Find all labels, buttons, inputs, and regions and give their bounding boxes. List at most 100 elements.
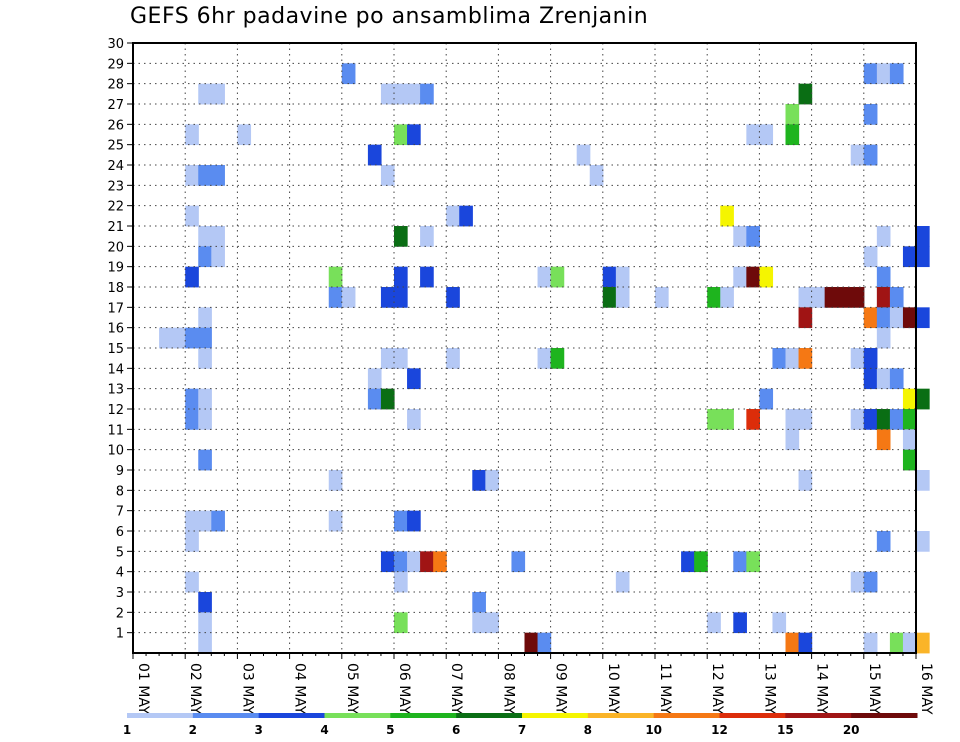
y-tick-label: 4 — [116, 566, 124, 581]
heatmap-cell — [198, 409, 212, 430]
heatmap-cell — [407, 551, 421, 573]
heatmap-cell — [602, 266, 617, 288]
y-tick-label: 11 — [107, 423, 124, 438]
heatmap-cell — [902, 388, 917, 410]
heatmap-cell — [380, 348, 395, 369]
heatmap-cell — [798, 409, 813, 430]
legend-swatch — [851, 713, 918, 718]
heatmap-cell — [902, 409, 917, 430]
heatmap-cell — [746, 124, 760, 146]
heatmap-cell — [407, 368, 421, 390]
x-tick-label: 11 MAY — [657, 663, 673, 715]
heatmap-cell — [746, 551, 760, 573]
legend-label: 15 — [777, 723, 794, 737]
heatmap-cell — [211, 510, 225, 532]
y-tick-label: 15 — [107, 342, 124, 357]
y-tick-label: 26 — [107, 118, 124, 133]
heatmap-cell — [720, 205, 734, 227]
heatmap-cell — [889, 368, 904, 390]
legend-swatch — [127, 713, 194, 718]
heatmap-cell — [798, 307, 813, 329]
legend-label: 10 — [645, 723, 662, 737]
heatmap-cell — [485, 612, 499, 634]
heatmap-cell — [420, 551, 434, 573]
heatmap-cell — [485, 470, 499, 491]
heatmap-cell — [615, 287, 630, 308]
heatmap-cell — [902, 307, 917, 329]
heatmap-cell — [811, 287, 826, 308]
heatmap-cell — [394, 612, 408, 634]
heatmap-cell — [707, 612, 721, 634]
y-tick-label: 5 — [116, 545, 124, 560]
heatmap-cell — [537, 632, 552, 654]
legend-label: 4 — [320, 723, 328, 737]
heatmap-cell — [198, 632, 212, 654]
heatmap-cell — [916, 388, 930, 410]
cell-layer — [159, 63, 930, 654]
x-tick-label: 07 MAY — [448, 663, 464, 715]
heatmap-cell — [380, 83, 395, 105]
heatmap-cell — [185, 531, 199, 552]
y-tick-label: 3 — [116, 586, 124, 601]
heatmap-cell — [863, 104, 878, 125]
y-tick-label: 6 — [116, 525, 124, 540]
heatmap-cell — [785, 348, 800, 369]
heatmap-cell — [407, 409, 421, 430]
heatmap-cell — [733, 612, 747, 634]
heatmap-cell — [380, 388, 395, 410]
heatmap-cell — [328, 470, 343, 491]
heatmap-cell — [889, 409, 904, 430]
heatmap-cell — [394, 287, 408, 308]
heatmap-cell — [367, 144, 382, 166]
y-tick-label: 28 — [107, 78, 124, 93]
heatmap-cell — [367, 368, 382, 390]
legend-swatch — [390, 713, 457, 718]
heatmap-cell — [602, 287, 617, 308]
heatmap-cell — [850, 571, 865, 593]
heatmap-cell — [863, 571, 878, 593]
heatmap-cell — [198, 226, 212, 247]
heatmap-cell — [446, 348, 460, 369]
heatmap-cell — [889, 307, 904, 329]
heatmap-cell — [472, 592, 486, 613]
y-tick-label: 24 — [107, 159, 124, 174]
heatmap-cell — [785, 104, 800, 125]
heatmap-cell — [185, 327, 199, 349]
heatmap-cell — [185, 124, 199, 146]
heatmap-cell — [550, 348, 565, 369]
heatmap-cell — [837, 287, 852, 308]
heatmap-cell — [798, 83, 813, 105]
heatmap-cell — [394, 226, 408, 247]
heatmap-cell — [380, 287, 395, 308]
y-tick-label: 29 — [107, 57, 124, 72]
heatmap-cell — [876, 429, 891, 451]
heatmap-cell — [863, 632, 878, 654]
x-tick-label: 04 MAY — [292, 663, 308, 715]
heatmap-cell — [394, 571, 408, 593]
y-tick-label: 16 — [107, 322, 124, 337]
heatmap-cell — [902, 429, 917, 451]
heatmap-cell — [589, 165, 604, 186]
heatmap-cell — [746, 266, 760, 288]
heatmap-cell — [394, 124, 408, 146]
heatmap-cell — [876, 531, 891, 552]
heatmap-cell — [459, 205, 473, 227]
y-axis: 1234567891011121314151617181920212223242… — [107, 37, 133, 642]
heatmap-cell — [681, 551, 695, 573]
heatmap-cell — [185, 510, 199, 532]
heatmap-cell — [328, 287, 343, 308]
y-tick-label: 25 — [107, 139, 124, 154]
heatmap-cell — [198, 449, 212, 471]
heatmap-cell — [472, 470, 486, 491]
heatmap-cell — [185, 165, 199, 186]
heatmap-cell — [889, 63, 904, 85]
heatmap-cell — [850, 144, 865, 166]
y-tick-label: 23 — [107, 179, 124, 194]
legend-label: 3 — [254, 723, 262, 737]
heatmap-cell — [785, 124, 800, 146]
heatmap-cell — [916, 632, 930, 654]
heatmap-cell — [407, 83, 421, 105]
legend-swatch — [456, 713, 523, 718]
heatmap-cell — [211, 226, 225, 247]
